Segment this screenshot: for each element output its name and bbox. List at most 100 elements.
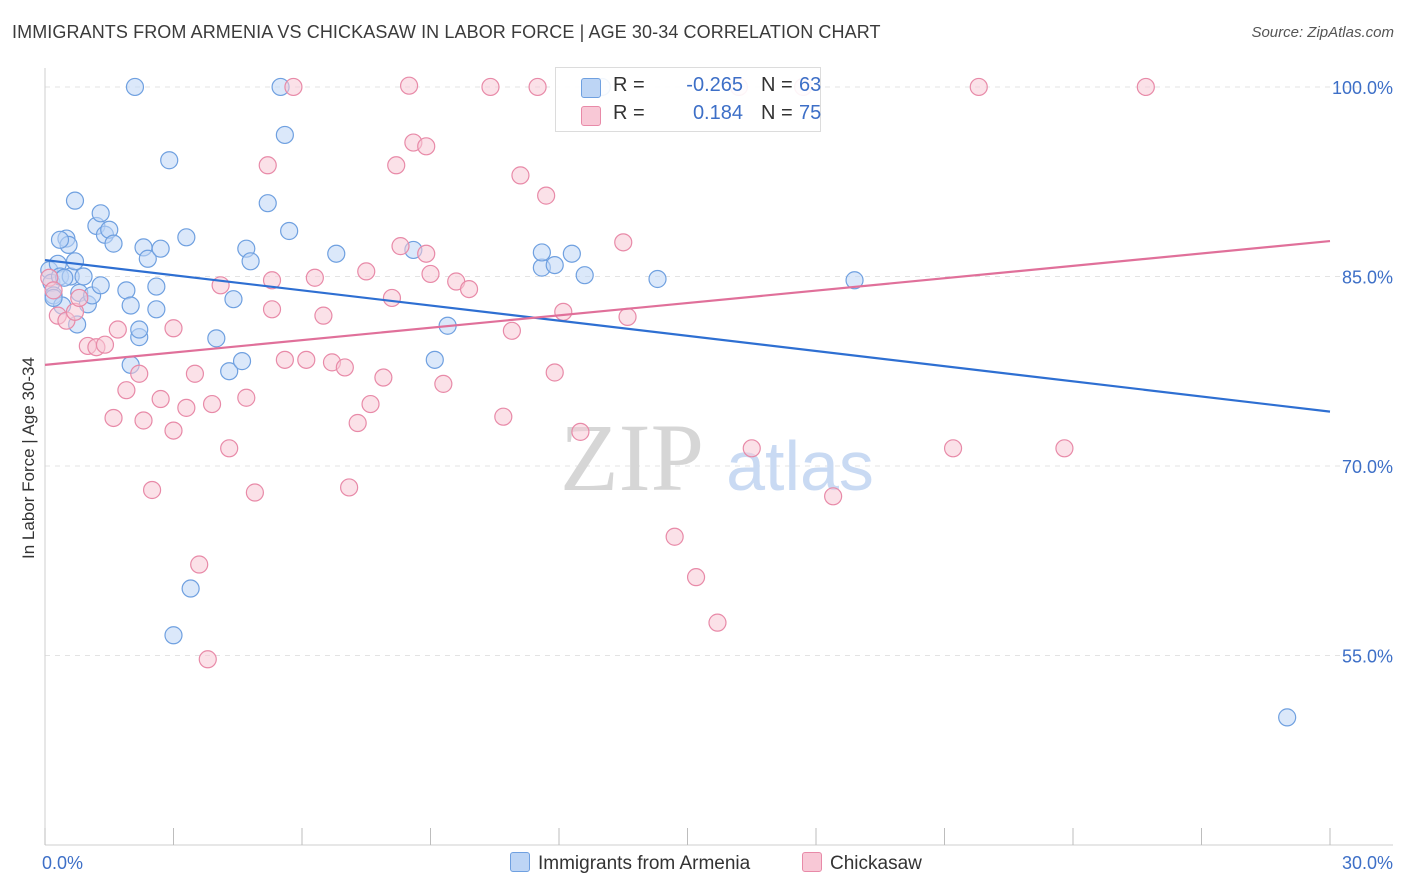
chart-title: IMMIGRANTS FROM ARMENIA VS CHICKASAW IN … <box>12 22 881 42</box>
point-chickasaw <box>943 439 963 458</box>
point-chickasaw <box>361 394 380 414</box>
point-armenia <box>104 234 123 253</box>
point-chickasaw <box>1136 77 1155 97</box>
point-chickasaw <box>417 244 436 263</box>
legend-n-key: N = <box>761 74 793 96</box>
point-armenia <box>125 77 145 97</box>
point-chickasaw <box>502 321 521 340</box>
trend-lines <box>44 239 1331 413</box>
point-chickasaw <box>245 483 264 502</box>
point-chickasaw <box>237 388 256 407</box>
axis-labels: 55.0% 70.0% 85.0% 100.0% 0.0% 30.0% In Labor F… <box>19 78 1393 873</box>
point-armenia <box>151 239 170 258</box>
point-armenia <box>65 191 85 210</box>
point-chickasaw <box>305 268 324 287</box>
point-chickasaw <box>382 288 402 308</box>
point-armenia <box>91 276 110 295</box>
point-chickasaw <box>151 389 170 409</box>
source-label: Source: ZipAtlas.com <box>1251 24 1394 41</box>
point-chickasaw <box>262 271 282 290</box>
point-chickasaw <box>190 555 209 574</box>
y-tick-label: 100.0% <box>1332 78 1393 98</box>
point-chickasaw <box>185 364 205 383</box>
legend-r-value: -0.265 <box>686 74 743 96</box>
point-chickasaw <box>130 364 149 383</box>
point-chickasaw <box>297 350 316 369</box>
bottom-legend-chickasaw: Chickasaw <box>802 852 922 875</box>
axes <box>44 68 1393 846</box>
point-armenia <box>74 267 93 286</box>
legend-n-value: 63 <box>799 74 822 96</box>
legend-swatch-chickasaw <box>581 106 601 126</box>
point-chickasaw <box>117 381 136 400</box>
point-chickasaw <box>494 407 513 426</box>
point-chickasaw <box>571 422 590 441</box>
point-chickasaw <box>399 76 419 95</box>
point-armenia <box>207 329 226 348</box>
point-armenia <box>275 125 294 145</box>
watermark-zip: ZIP <box>560 404 704 511</box>
point-chickasaw <box>708 613 727 632</box>
point-chickasaw <box>70 288 89 308</box>
point-armenia <box>532 243 551 262</box>
point-chickasaw <box>348 413 367 433</box>
point-chickasaw <box>202 394 222 414</box>
point-chickasaw <box>275 350 294 369</box>
point-chickasaw <box>824 487 843 506</box>
bottom-legend-label-chickasaw: Chickasaw <box>830 853 922 874</box>
point-armenia <box>130 320 149 339</box>
point-armenia <box>50 230 70 249</box>
point-chickasaw <box>284 77 303 97</box>
point-chickasaw <box>108 320 127 339</box>
point-chickasaw <box>164 421 183 440</box>
bottom-legend-armenia: Immigrants from Armenia <box>510 852 750 875</box>
point-chickasaw <box>164 319 183 338</box>
point-chickasaw <box>545 363 564 382</box>
point-chickasaw <box>340 478 359 497</box>
legend-n-key: N = <box>761 102 793 124</box>
point-armenia <box>177 228 196 247</box>
y-tick-label: 85.0% <box>1342 267 1393 287</box>
point-chickasaw <box>177 398 196 417</box>
point-armenia <box>121 296 140 315</box>
point-chickasaw <box>262 300 282 319</box>
point-armenia <box>138 249 157 268</box>
point-chickasaw <box>314 306 333 325</box>
point-armenia <box>425 350 444 369</box>
point-chickasaw <box>1055 439 1074 458</box>
bottom-legend-swatch-armenia <box>510 852 530 872</box>
point-chickasaw <box>742 439 761 458</box>
point-armenia <box>327 244 346 263</box>
point-chickasaw <box>537 186 556 205</box>
point-chickasaw <box>434 374 453 393</box>
point-armenia <box>65 252 85 271</box>
x-tick-label: 0.0% <box>42 853 83 873</box>
point-chickasaw <box>481 77 500 97</box>
point-chickasaw <box>134 411 153 430</box>
legend-r-key: R = <box>613 102 645 124</box>
bottom-legend-label-armenia: Immigrants from Armenia <box>538 853 751 874</box>
point-armenia <box>562 244 581 263</box>
point-armenia <box>147 300 166 319</box>
trend-line-armenia <box>44 258 1331 413</box>
point-armenia <box>545 255 564 275</box>
point-armenia <box>845 271 864 290</box>
point-chickasaw <box>417 137 436 156</box>
y-axis-label: In Labor Force | Age 30-34 <box>19 357 38 559</box>
point-chickasaw <box>618 307 637 326</box>
point-chickasaw <box>374 368 393 387</box>
point-armenia <box>258 194 277 213</box>
trend-line-chickasaw <box>44 239 1331 366</box>
point-chickasaw <box>357 262 376 281</box>
point-chickasaw <box>686 568 706 587</box>
point-chickasaw <box>335 358 354 377</box>
point-chickasaw <box>459 279 479 299</box>
point-armenia <box>181 579 200 598</box>
point-armenia <box>575 266 594 285</box>
point-chickasaw <box>528 77 547 97</box>
point-chickasaw <box>387 156 406 175</box>
watermark-atlas: atlas <box>726 427 874 505</box>
point-chickasaw <box>258 156 277 175</box>
point-chickasaw <box>142 480 162 500</box>
